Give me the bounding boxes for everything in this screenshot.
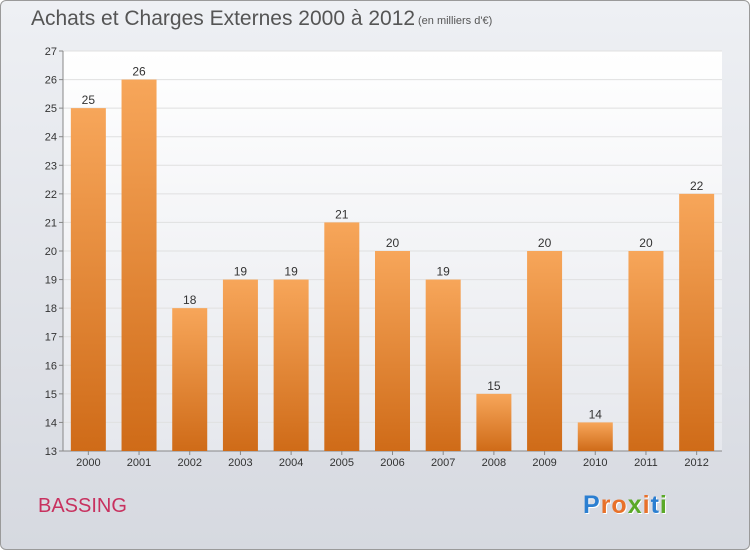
y-tick-label: 27 <box>45 46 57 58</box>
logo-letter: o <box>611 491 628 519</box>
chart-title: Achats et Charges Externes 2000 à 2012 <box>31 7 416 30</box>
y-tick-label: 20 <box>45 246 57 258</box>
data-label: 14 <box>589 407 603 421</box>
x-tick-label: 2008 <box>482 457 506 469</box>
x-tick-label: 2006 <box>380 457 404 469</box>
x-tick-label: 2003 <box>228 457 252 469</box>
x-tick-label: 2009 <box>532 457 556 469</box>
data-label: 20 <box>386 236 400 250</box>
data-label: 18 <box>183 293 197 307</box>
commune-name: BASSING <box>38 495 127 517</box>
data-label: 19 <box>284 265 298 279</box>
bar <box>222 279 258 451</box>
y-tick-label: 24 <box>45 132 57 144</box>
bar <box>577 422 613 451</box>
bar <box>375 251 410 451</box>
bar <box>324 222 360 451</box>
y-tick-label: 18 <box>45 303 57 315</box>
logo-letter: P <box>583 491 601 519</box>
x-tick-label: 2010 <box>583 457 607 469</box>
data-label: 25 <box>82 93 96 107</box>
x-tick-label: 2000 <box>76 457 100 469</box>
x-tick-label: 2002 <box>177 457 201 469</box>
data-label: 20 <box>538 236 552 250</box>
data-label: 20 <box>639 236 653 250</box>
data-label: 19 <box>437 265 451 279</box>
bar <box>121 79 157 452</box>
y-tick-label: 14 <box>45 417 57 429</box>
x-tick-label: 2007 <box>431 457 455 469</box>
y-tick-label: 21 <box>45 217 57 229</box>
bar <box>425 279 461 451</box>
bar <box>679 193 715 451</box>
y-tick-label: 19 <box>45 275 57 287</box>
data-label: 22 <box>690 179 704 193</box>
x-tick-label: 2001 <box>127 457 151 469</box>
bar <box>476 393 512 451</box>
x-tick-label: 2004 <box>279 457 303 469</box>
y-tick-label: 15 <box>45 389 57 401</box>
y-tick-label: 17 <box>45 332 57 344</box>
chart-unit: (en milliers d'€) <box>418 15 493 27</box>
data-label: 15 <box>487 379 501 393</box>
bar <box>172 308 208 451</box>
x-tick-label: 2005 <box>330 457 354 469</box>
proxiti-logo: Proxiti <box>583 491 668 520</box>
y-tick-label: 26 <box>45 75 57 87</box>
logo-letter: i <box>659 491 668 519</box>
y-tick-label: 16 <box>45 360 57 372</box>
bar <box>70 108 106 452</box>
bar <box>628 251 664 451</box>
logo-letter: x <box>627 491 643 519</box>
logo-letter: i <box>642 491 651 519</box>
bar <box>273 279 309 451</box>
y-tick-label: 22 <box>45 189 57 201</box>
data-label: 19 <box>234 265 248 279</box>
x-tick-label: 2012 <box>684 457 708 469</box>
logo-letter: t <box>650 491 660 519</box>
x-tick-label: 2011 <box>634 457 658 469</box>
logo-letter: r <box>600 491 612 519</box>
y-tick-label: 23 <box>45 160 57 172</box>
bar <box>527 251 563 451</box>
data-label: 26 <box>132 65 146 79</box>
data-label: 21 <box>335 207 349 221</box>
y-tick-label: 25 <box>45 103 57 115</box>
y-tick-label: 13 <box>45 446 57 458</box>
